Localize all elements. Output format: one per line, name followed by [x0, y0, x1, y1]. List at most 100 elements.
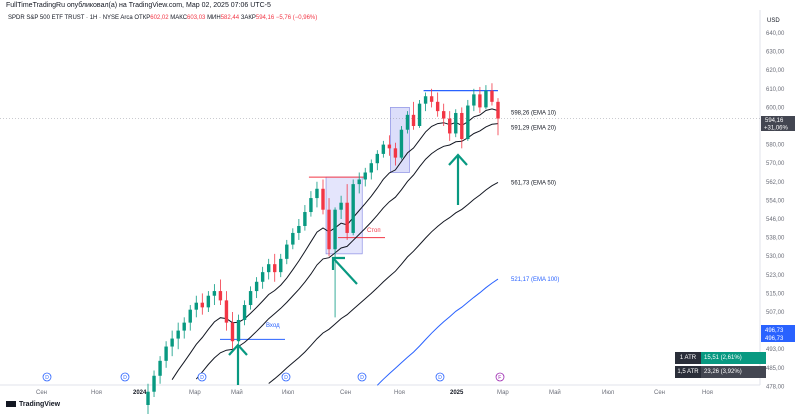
candle-down[interactable] — [200, 302, 205, 308]
currency-label[interactable]: USD — [767, 18, 780, 24]
publisher-header: FullTimeTradingRu опубликовал(а) на Trad… — [6, 2, 271, 9]
candle-down[interactable] — [478, 94, 482, 108]
candle-up[interactable] — [381, 144, 386, 154]
atr-1-label: 1 ATR — [675, 352, 701, 364]
candle-up[interactable] — [279, 258, 283, 273]
candle-down[interactable] — [224, 300, 229, 323]
candle-up[interactable] — [333, 209, 337, 250]
price-tick-label: 620,00 — [766, 68, 785, 74]
candle-up[interactable] — [170, 338, 174, 347]
candle-up[interactable] — [158, 360, 162, 376]
price-tick-label: 515,00 — [766, 291, 785, 297]
candle-up[interactable] — [417, 103, 422, 126]
event-marker-icon[interactable] — [357, 372, 367, 382]
symbol-name[interactable]: SPDR S&P 500 ETF TRUST · 1Н · NYSE Arca — [8, 15, 133, 21]
candle-down[interactable] — [411, 114, 416, 126]
candle-up[interactable] — [194, 302, 198, 310]
atr-1-value: 15,51 (2,61%) — [701, 352, 766, 364]
candle-down[interactable] — [435, 101, 440, 112]
diag-arrow-shaft — [332, 257, 358, 285]
candle-up[interactable] — [363, 172, 367, 180]
event-marker-icon[interactable] — [435, 372, 445, 382]
candle-up[interactable] — [375, 153, 380, 164]
event-marker-text: D — [200, 375, 204, 381]
candle-up[interactable] — [212, 291, 217, 296]
candle-up[interactable] — [297, 225, 301, 233]
event-marker-icon[interactable] — [281, 372, 291, 382]
candle-up[interactable] — [369, 163, 373, 173]
candle-up[interactable] — [454, 112, 458, 134]
candle-down[interactable] — [429, 96, 434, 102]
candle-up[interactable] — [423, 96, 428, 104]
diag-arrow-head — [331, 256, 345, 270]
candle-down[interactable] — [448, 118, 452, 134]
candle-up[interactable] — [315, 188, 319, 199]
price-tick-label: 493,00 — [766, 347, 785, 353]
event-marker-icon[interactable] — [120, 372, 130, 382]
candle-up[interactable] — [466, 105, 470, 140]
candle-down[interactable] — [321, 188, 325, 210]
time-tick-label: 2024 — [133, 390, 147, 396]
entry-label: Вход — [266, 323, 280, 329]
candle-up[interactable] — [285, 244, 289, 259]
candle-down[interactable] — [490, 90, 494, 102]
event-marker-text: D — [123, 375, 127, 381]
candle-up[interactable] — [291, 232, 295, 245]
candle-up[interactable] — [351, 184, 355, 233]
candle-up[interactable] — [182, 322, 186, 331]
price-tick-label: 640,00 — [766, 31, 785, 37]
candle-up[interactable] — [472, 94, 476, 106]
ema100-label: 521,17 (EMA 100) — [511, 277, 559, 283]
candle-up[interactable] — [484, 90, 488, 108]
candle-up[interactable] — [339, 202, 343, 210]
candle-down[interactable] — [273, 264, 277, 273]
candle-up[interactable] — [399, 129, 404, 158]
price-tick-label: 507,00 — [766, 310, 785, 316]
candle-up[interactable] — [176, 330, 180, 339]
candle-up[interactable] — [309, 198, 313, 213]
candle-up[interactable] — [254, 281, 259, 292]
time-tick-label: 2025 — [450, 390, 464, 396]
candle-down[interactable] — [327, 209, 331, 250]
event-marker-icon[interactable] — [42, 372, 52, 382]
open-label: ОТКР — [134, 15, 151, 21]
highlight-box — [325, 176, 363, 255]
candle-down[interactable] — [345, 202, 349, 233]
candle-down[interactable] — [230, 322, 235, 342]
time-tick-label: Ноя — [91, 390, 102, 396]
time-tick-label: Май — [549, 389, 561, 396]
tradingview-logo[interactable]: TradingView — [6, 401, 60, 408]
candle-up[interactable] — [266, 264, 271, 273]
brand-text: TradingView — [19, 401, 61, 408]
candle-up[interactable] — [152, 375, 156, 392]
atr-row-2: 1,5 ATR 23,26 (3,92%) — [675, 366, 766, 378]
high-value: 603,03 — [187, 15, 206, 21]
candle-down[interactable] — [387, 144, 392, 149]
candle-up[interactable] — [236, 319, 241, 342]
candle-up[interactable] — [164, 346, 168, 361]
candle-up[interactable] — [248, 291, 253, 306]
candle-up[interactable] — [260, 272, 265, 282]
candle-up[interactable] — [188, 309, 192, 323]
ema20-line — [195, 123, 499, 380]
event-marker-icon[interactable] — [197, 372, 207, 382]
candle-up[interactable] — [303, 212, 307, 226]
candle-down[interactable] — [441, 111, 446, 119]
candle-up[interactable] — [146, 391, 150, 405]
price-tick-label: 562,00 — [766, 180, 785, 186]
event-marker-icon[interactable] — [495, 372, 505, 382]
candle-down[interactable] — [496, 101, 500, 119]
candle-down[interactable] — [393, 148, 398, 158]
candle-down[interactable] — [218, 291, 223, 301]
stop-label: Стоп — [367, 228, 381, 234]
atr-2-label: 1,5 ATR — [675, 366, 701, 378]
time-tick-label: Сен — [36, 390, 47, 396]
candle-up[interactable] — [206, 295, 211, 308]
candle-up[interactable] — [357, 179, 361, 185]
event-marker-text: D — [284, 375, 288, 381]
candle-up[interactable] — [242, 305, 247, 320]
low-value: 582,44 — [220, 15, 240, 21]
candle-down[interactable] — [460, 112, 464, 140]
candle-up[interactable] — [405, 114, 410, 130]
